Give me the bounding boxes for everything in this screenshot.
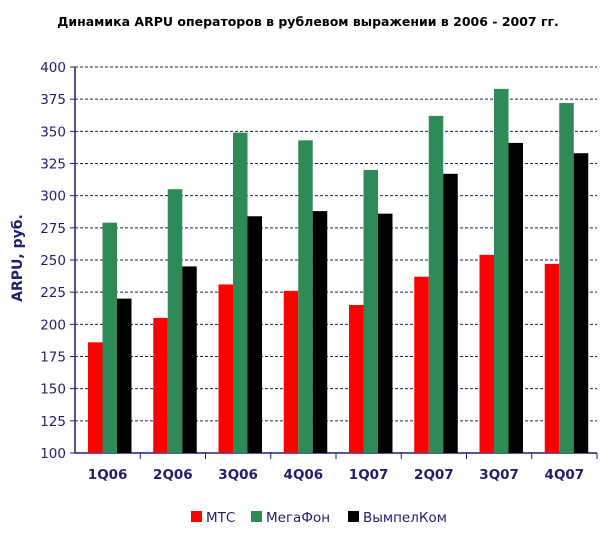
- legend: МТС МегаФон ВымпелКом: [191, 510, 447, 526]
- x-tick-label: 3Q06: [218, 467, 258, 483]
- bar-mts: [283, 290, 299, 453]
- x-tick-label: 4Q06: [284, 467, 324, 483]
- y-tick-label: 125: [40, 414, 66, 430]
- bar-megafon: [363, 169, 378, 453]
- y-tick-label: 175: [40, 350, 66, 366]
- bar-mts: [218, 284, 233, 453]
- y-tick-label: 275: [40, 221, 66, 237]
- bar-mts: [349, 305, 364, 453]
- bar-megafon: [298, 140, 313, 453]
- y-tick-label: 150: [40, 382, 66, 398]
- bar-vimpelcom: [573, 153, 589, 453]
- x-tick-label: 2Q06: [153, 467, 193, 483]
- y-tick-label: 350: [40, 124, 66, 140]
- y-tick-label: 325: [40, 157, 66, 173]
- bar-vimpelcom: [247, 216, 262, 453]
- bar-vimpelcom: [443, 173, 458, 453]
- y-tick-label: 225: [40, 285, 66, 301]
- bars: [88, 88, 589, 453]
- bar-megafon: [559, 103, 574, 453]
- x-tick-label: 4Q07: [545, 467, 585, 483]
- bar-mts: [88, 342, 103, 453]
- tick-labels: 100 125 150 175 200 225 250 275 300 325 350 375 400 1…: [40, 60, 584, 483]
- y-tick-label: 200: [40, 317, 66, 333]
- y-tick-label: 300: [40, 189, 66, 205]
- y-tick-label: 400: [40, 60, 66, 76]
- legend-label: МТС: [206, 510, 235, 526]
- bar-vimpelcom: [508, 142, 523, 453]
- bar-mts: [479, 254, 494, 453]
- bar-megafon: [102, 222, 117, 453]
- legend-swatch: [191, 511, 202, 522]
- x-tick-label: 1Q06: [88, 467, 128, 483]
- y-tick-label: 250: [40, 253, 66, 269]
- bar-megafon: [233, 132, 248, 453]
- bar-megafon: [167, 189, 183, 453]
- legend-label: МегаФон: [266, 510, 330, 526]
- x-tick-label: 2Q07: [414, 467, 454, 483]
- bar-megafon: [494, 88, 509, 453]
- bar-vimpelcom: [378, 213, 393, 453]
- y-tick-label: 100: [40, 446, 66, 462]
- x-tick-label: 1Q07: [349, 467, 389, 483]
- bar-vimpelcom: [182, 266, 197, 453]
- y-axis-label: ARPU, руб.: [10, 214, 26, 302]
- bar-vimpelcom: [117, 298, 132, 453]
- y-tick-label: 375: [40, 92, 66, 108]
- legend-swatch: [251, 511, 262, 522]
- bar-mts: [544, 263, 560, 453]
- bar-megafon: [428, 115, 444, 453]
- x-tick-label: 3Q07: [479, 467, 519, 483]
- chart-title: Динамика ARPU операторов в рублевом выра…: [57, 14, 559, 29]
- bar-mts: [153, 317, 168, 453]
- bar-vimpelcom: [312, 211, 328, 453]
- legend-swatch: [348, 511, 359, 522]
- bar-mts: [414, 276, 429, 453]
- legend-label: ВымпелКом: [363, 510, 447, 526]
